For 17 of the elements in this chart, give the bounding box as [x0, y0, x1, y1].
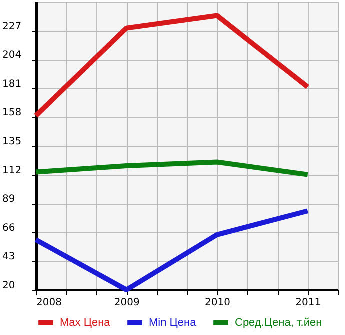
x-tick-label: 2008 — [36, 298, 62, 308]
y-tick-label: 181 — [2, 78, 22, 90]
y-tick-label: 89 — [2, 194, 16, 206]
y-tick-label: 20 — [2, 280, 16, 292]
y-tick-label: 43 — [2, 252, 16, 263]
legend-label: Min Цена — [149, 317, 198, 329]
y-tick-label: 135 — [2, 136, 22, 148]
y-tick-label: 66 — [2, 222, 16, 234]
x-tick-label: 2009 — [114, 298, 140, 308]
y-tick-label: 204 — [2, 50, 22, 62]
x-tick-label: 2011 — [296, 298, 322, 308]
y-tick-label: 227 — [2, 21, 22, 32]
y-tick-label: 158 — [2, 108, 22, 119]
legend-label: Max Цена — [60, 317, 112, 329]
legend-label: Сред.Цена, т.йен — [235, 317, 322, 329]
x-tick-label: 2010 — [204, 298, 230, 308]
y-tick-label: 112 — [2, 165, 22, 176]
